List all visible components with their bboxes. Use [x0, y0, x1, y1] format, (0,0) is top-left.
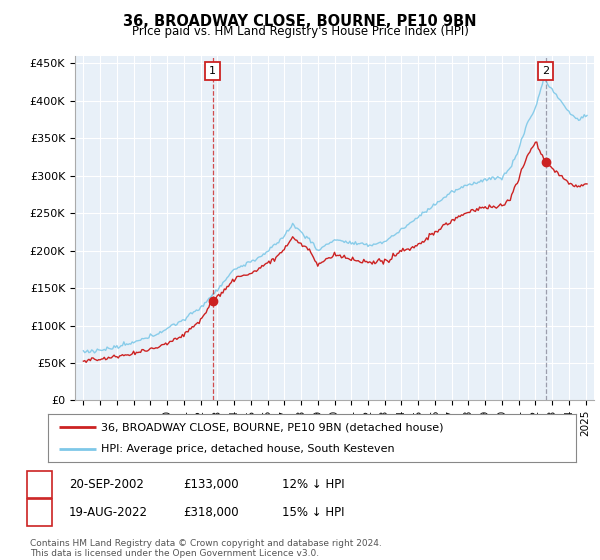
Text: 15% ↓ HPI: 15% ↓ HPI: [282, 506, 344, 519]
Text: 1: 1: [36, 478, 43, 491]
Text: 20-SEP-2002: 20-SEP-2002: [69, 478, 144, 491]
Text: £133,000: £133,000: [183, 478, 239, 491]
Text: HPI: Average price, detached house, South Kesteven: HPI: Average price, detached house, Sout…: [101, 444, 394, 454]
Text: 1: 1: [209, 66, 216, 76]
Text: 2: 2: [36, 506, 43, 519]
Text: 12% ↓ HPI: 12% ↓ HPI: [282, 478, 344, 491]
Text: 36, BROADWAY CLOSE, BOURNE, PE10 9BN (detached house): 36, BROADWAY CLOSE, BOURNE, PE10 9BN (de…: [101, 422, 443, 432]
Text: 19-AUG-2022: 19-AUG-2022: [69, 506, 148, 519]
Text: £318,000: £318,000: [183, 506, 239, 519]
Text: 2: 2: [542, 66, 550, 76]
Text: 36, BROADWAY CLOSE, BOURNE, PE10 9BN: 36, BROADWAY CLOSE, BOURNE, PE10 9BN: [123, 14, 477, 29]
Text: Price paid vs. HM Land Registry's House Price Index (HPI): Price paid vs. HM Land Registry's House …: [131, 25, 469, 38]
Text: Contains HM Land Registry data © Crown copyright and database right 2024.
This d: Contains HM Land Registry data © Crown c…: [30, 539, 382, 558]
